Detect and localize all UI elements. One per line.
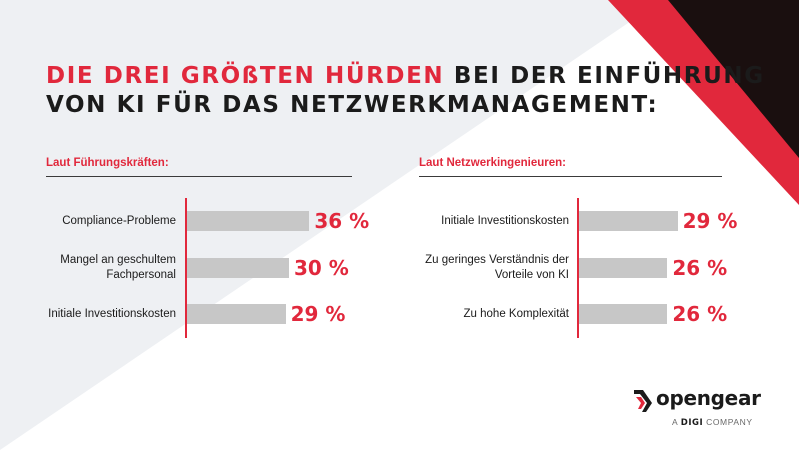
data-label: 30 % xyxy=(294,256,349,280)
logo-tagline: A DIGI COMPANY xyxy=(672,417,753,428)
bar-label: Mangel an geschultem Fachpersonal xyxy=(60,254,176,281)
logo-wordmark: opengear xyxy=(656,386,761,410)
chart-subtitle-executives: Laut Führungskräften: xyxy=(46,157,352,177)
chart-axis-executives xyxy=(185,198,187,338)
bar xyxy=(187,304,286,324)
data-label: 26 % xyxy=(672,256,728,280)
bar-label: Initiale Investitionskosten xyxy=(441,214,569,227)
logo-tagline-prefix: A xyxy=(672,417,678,427)
logo-tagline-suffix: COMPANY xyxy=(706,417,753,427)
data-label: 29 % xyxy=(682,209,738,233)
chart-axis-engineers xyxy=(577,198,579,338)
opengear-logo-mark xyxy=(634,390,652,412)
data-label: 36 % xyxy=(314,209,370,233)
title-highlight: DIE DREI GRÖßTEN HÜRDEN xyxy=(46,63,445,89)
bar xyxy=(187,211,310,231)
data-label: 26 % xyxy=(672,302,728,326)
bar xyxy=(579,304,668,324)
bar-label: Initiale Investitionskosten xyxy=(48,307,176,320)
bar-label: Zu geringes Verständnis der Vorteile von… xyxy=(425,254,569,281)
bar xyxy=(579,258,668,278)
logo-tagline-brand: DIGI xyxy=(680,418,704,428)
bar-label: Compliance-Probleme xyxy=(62,214,176,227)
bar xyxy=(579,211,678,231)
chart-subtitle-engineers: Laut Netzwerkingenieuren: xyxy=(419,157,722,177)
bar-label: Zu hohe Komplexität xyxy=(463,307,569,320)
page-title: DIE DREI GRÖßTEN HÜRDEN BEI DER EINFÜHRU… xyxy=(46,62,765,120)
title-line-2: VON KI FÜR DAS NETZWERKMANAGEMENT: xyxy=(46,92,659,118)
data-label: 29 % xyxy=(290,302,346,326)
opengear-logo: opengear A DIGI COMPANY xyxy=(632,386,782,432)
title-rest: BEI DER EINFÜHRUNG xyxy=(444,63,765,89)
bar xyxy=(187,258,289,278)
